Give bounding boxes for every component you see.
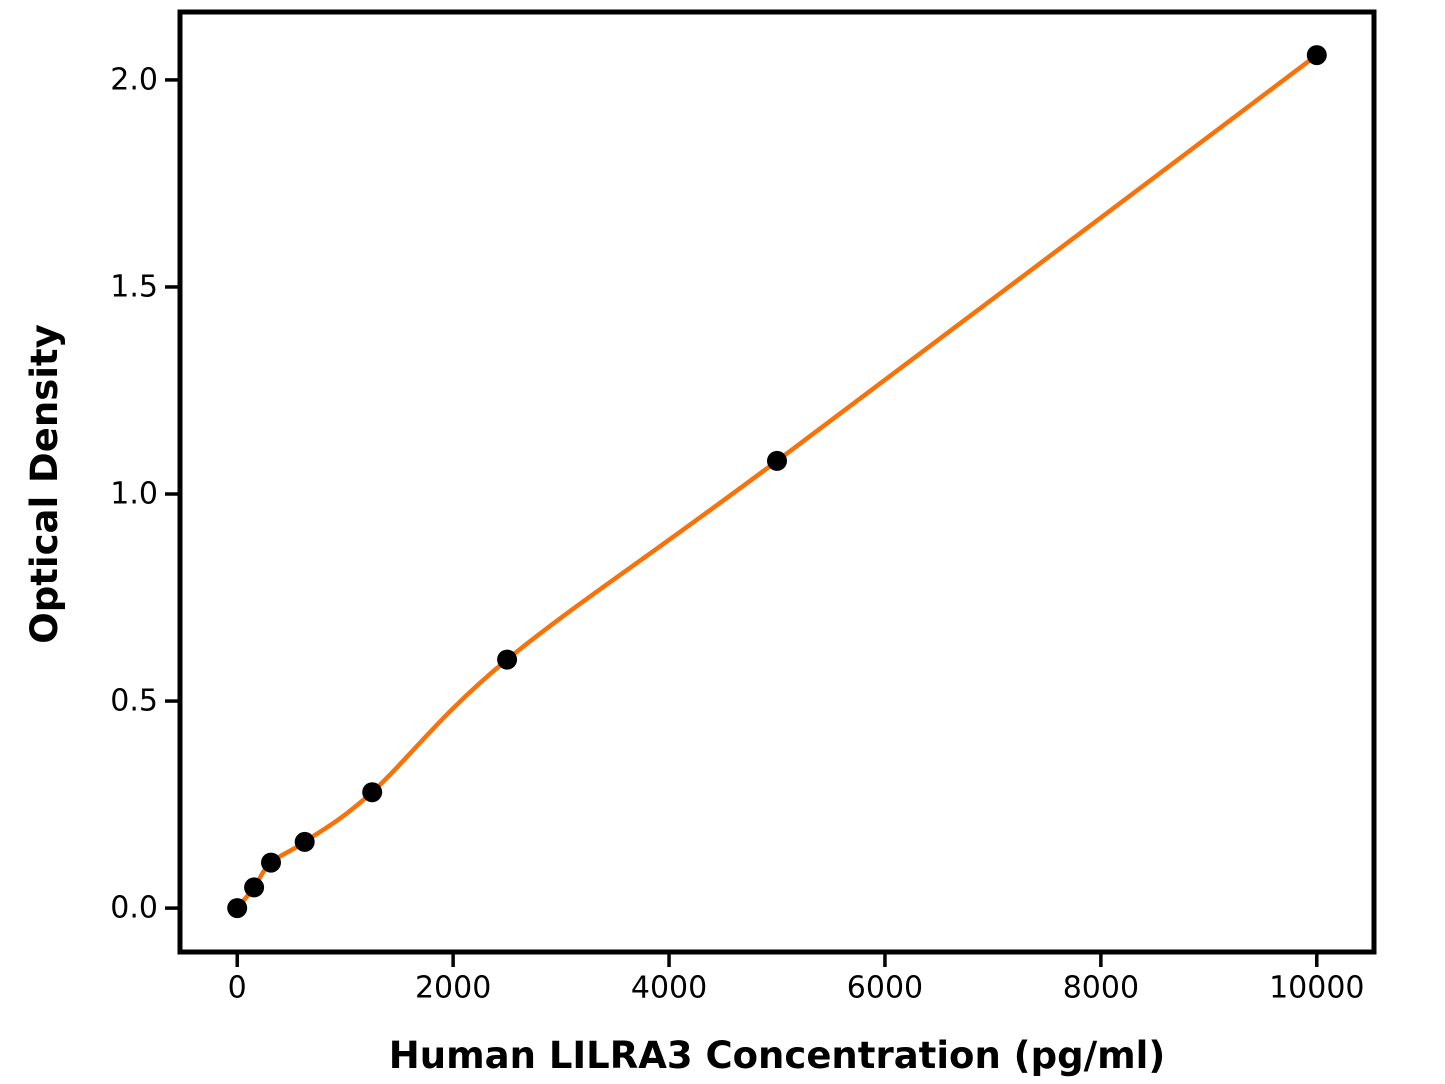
data-point [261,852,281,873]
x-tick-label: 0 [228,971,247,1006]
x-tick-label: 6000 [847,971,923,1006]
data-point [1306,45,1327,66]
y-tick-label: 2.0 [110,62,158,97]
data-point [227,898,248,919]
data-point [497,649,518,670]
x-tick-label: 10000 [1269,971,1364,1006]
data-point [244,877,265,898]
y-tick-label: 1.5 [110,269,158,304]
x-tick-label: 2000 [415,971,491,1006]
data-point [362,782,383,803]
x-tick-label: 4000 [631,971,707,1006]
data-point [294,831,315,852]
fit-line [234,52,1320,911]
y-axis-title: Optical Density [23,324,66,644]
data-point [767,450,787,471]
y-tick-label: 0.5 [110,684,158,719]
plot-frame [177,9,1377,955]
y-tick-label: 0.0 [110,891,158,926]
y-tick-label: 1.0 [110,477,158,512]
x-axis-title: Human LILRA3 Concentration (pg/ml) [388,1034,1166,1077]
x-tick-label: 8000 [1063,971,1139,1006]
